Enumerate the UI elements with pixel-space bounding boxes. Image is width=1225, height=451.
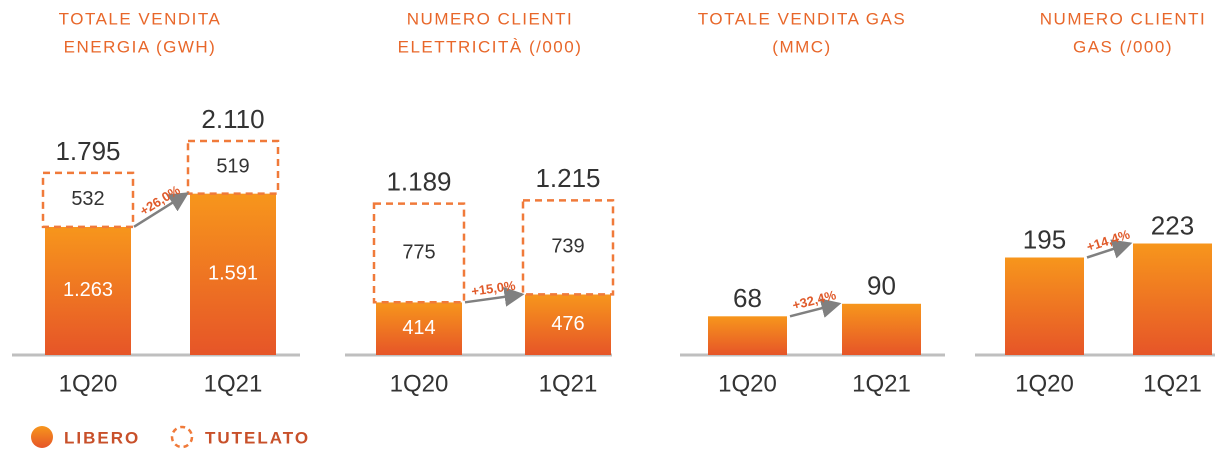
total-label: 1.795: [55, 136, 120, 166]
legend-label: TUTELATO: [205, 428, 310, 447]
bar-libero: [708, 316, 787, 355]
growth-arrow: [464, 286, 525, 307]
growth-annotation: +15,0%: [470, 278, 517, 299]
growth-arrow: [133, 192, 190, 228]
legend-swatch: [170, 425, 194, 449]
chart-title: TOTALE VENDITA: [59, 9, 222, 28]
value-label: 414: [402, 317, 435, 339]
x-tick-label: 1Q20: [390, 370, 449, 397]
x-tick-label: 1Q21: [204, 370, 263, 397]
value-label: 1.263: [63, 279, 113, 301]
bar-libero: [842, 303, 921, 355]
value-label: 68: [733, 283, 762, 313]
value-label: 775: [402, 241, 435, 263]
chart-title: (MMC): [772, 37, 831, 56]
chart-title: NUMERO CLIENTI: [1040, 9, 1206, 28]
total-label: 2.110: [201, 104, 264, 134]
value-label: 519: [216, 156, 249, 178]
value-label: 90: [867, 271, 896, 301]
growth-arrow: [789, 298, 842, 318]
bar-libero: [525, 294, 611, 355]
value-label: 739: [551, 236, 584, 258]
bar-tutelato: [521, 199, 615, 296]
bar-libero: [376, 302, 462, 355]
legend-swatch: [31, 426, 53, 448]
chart-title: GAS (/000): [1073, 37, 1173, 56]
bar-tutelato: [41, 171, 135, 229]
bar-tutelato: [186, 139, 280, 195]
x-tick-label: 1Q20: [59, 370, 118, 397]
value-label: 223: [1151, 210, 1194, 240]
chart-title: ELETTRICITÀ (/000): [398, 37, 583, 56]
chart-title: ENERGIA (GWH): [64, 37, 217, 56]
bar-libero: [1005, 257, 1084, 355]
x-tick-label: 1Q20: [1015, 370, 1074, 397]
bar-libero: [45, 226, 131, 355]
growth-arrow: [1086, 239, 1133, 259]
value-label: 476: [551, 313, 584, 335]
chart-title: TOTALE VENDITA GAS: [698, 9, 906, 28]
total-label: 1.189: [386, 167, 451, 197]
bar-libero: [190, 193, 276, 355]
bar-libero: [1133, 243, 1212, 355]
chart-title: NUMERO CLIENTI: [407, 9, 573, 28]
legend-label: LIBERO: [64, 428, 140, 447]
value-label: 195: [1023, 224, 1066, 254]
bar-tutelato: [372, 202, 466, 304]
total-label: 1.215: [535, 163, 600, 193]
x-tick-label: 1Q21: [852, 370, 911, 397]
x-tick-label: 1Q20: [718, 370, 777, 397]
value-label: 532: [71, 188, 104, 210]
value-label: 1.591: [208, 263, 258, 285]
x-tick-label: 1Q21: [1143, 370, 1202, 397]
x-tick-label: 1Q21: [539, 370, 598, 397]
